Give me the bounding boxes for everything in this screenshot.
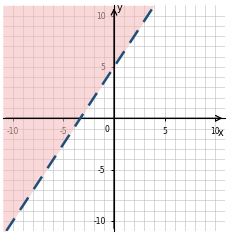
Text: x: x <box>216 128 222 138</box>
Text: 0: 0 <box>104 125 109 135</box>
Text: y: y <box>116 4 122 13</box>
